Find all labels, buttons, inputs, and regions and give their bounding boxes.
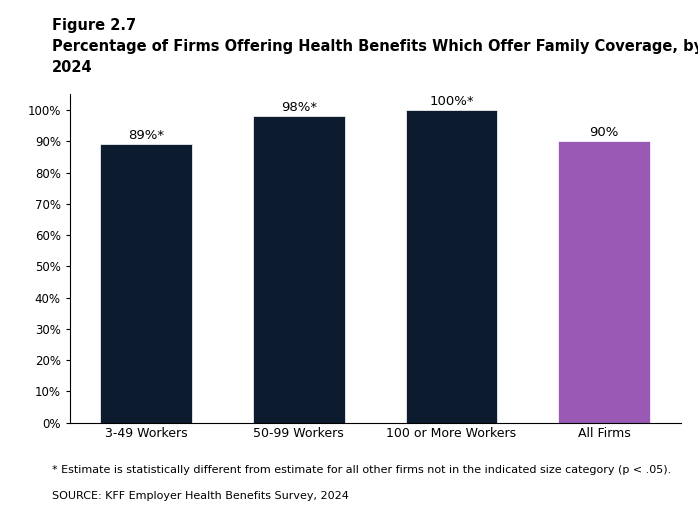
Text: 90%: 90%: [590, 126, 619, 139]
Bar: [253, 117, 345, 423]
Bar: [101, 144, 192, 423]
Text: SOURCE: KFF Employer Health Benefits Survey, 2024: SOURCE: KFF Employer Health Benefits Sur…: [52, 491, 349, 501]
Text: * Estimate is statistically different from estimate for all other firms not in t: * Estimate is statistically different fr…: [52, 465, 671, 475]
Bar: [558, 141, 650, 423]
Text: 98%*: 98%*: [281, 101, 317, 114]
Text: 100%*: 100%*: [429, 94, 474, 108]
Text: 2024: 2024: [52, 60, 93, 76]
Text: 89%*: 89%*: [128, 129, 164, 142]
Text: Figure 2.7: Figure 2.7: [52, 18, 137, 34]
Bar: [406, 110, 497, 423]
Text: Percentage of Firms Offering Health Benefits Which Offer Family Coverage, by Fir: Percentage of Firms Offering Health Bene…: [52, 39, 698, 55]
